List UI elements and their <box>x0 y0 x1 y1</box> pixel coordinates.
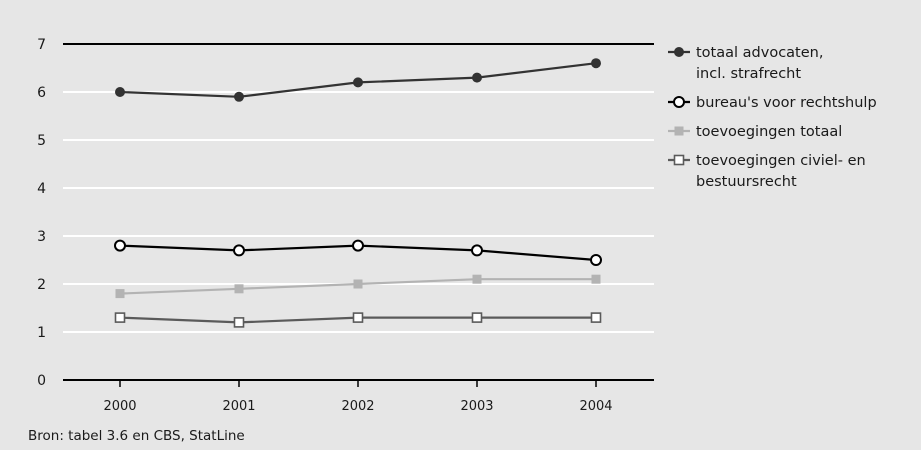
data-point-s1-2002 <box>353 77 363 88</box>
data-point-s3-2000 <box>115 289 125 299</box>
data-point-s4-2001 <box>233 317 245 328</box>
y-tick-label-7: 7 <box>37 37 46 53</box>
data-point-s4-2004 <box>590 312 602 323</box>
y-tick-label-1: 1 <box>37 325 46 341</box>
data-point-s1-2004 <box>591 58 601 69</box>
legend-label-1-line-2: incl. strafrecht <box>696 66 801 82</box>
legend-marker-4 <box>673 154 685 166</box>
x-tick-label-2003: 2003 <box>460 399 493 414</box>
source-note: Bron: tabel 3.6 en CBS, StatLine <box>28 428 245 444</box>
grid-lines <box>63 91 654 333</box>
x-tick-label-2001: 2001 <box>222 399 255 414</box>
y-tick-label-4: 4 <box>37 181 46 197</box>
data-point-s3-2004 <box>591 274 601 284</box>
legend-marker-3 <box>674 126 684 136</box>
axes: 0 1 2 3 4 5 6 7 2000 2001 2002 2003 2004 <box>37 37 654 414</box>
x-tick-label-2004: 2004 <box>579 399 612 414</box>
y-tick-label-6: 6 <box>37 85 46 101</box>
legend-marker-2 <box>673 96 685 108</box>
data-point-s3-2002 <box>353 279 363 289</box>
data-point-s2-2003 <box>471 244 483 257</box>
legend-label-1-line-1: totaal advocaten, <box>696 45 823 61</box>
data-point-s2-2004 <box>590 254 602 266</box>
data-point-s3-2003 <box>472 274 482 284</box>
data-point-s1-2001 <box>234 91 244 102</box>
legend-label-4-line-1: toevoegingen civiel- en <box>696 153 866 169</box>
x-tick-label-2002: 2002 <box>341 399 374 414</box>
y-tick-label-0: 0 <box>37 373 46 389</box>
legend-label-3-line-1: toevoegingen totaal <box>696 124 842 140</box>
data-point-s4-2002 <box>352 312 364 323</box>
legend-label-4-line-2: bestuursrecht <box>696 174 797 190</box>
y-tick-label-5: 5 <box>37 133 46 149</box>
data-point-s2-2000 <box>114 239 126 252</box>
data-point-s2-2002 <box>352 239 364 252</box>
legend: totaal advocaten, incl. strafrecht bureau'… <box>668 45 877 190</box>
legend-marker-1 <box>674 47 684 57</box>
x-tick-label-2000: 2000 <box>103 399 136 414</box>
data-point-s1-2003 <box>472 72 482 83</box>
legend-label-2-line-1: bureau's voor rechtshulp <box>696 95 877 111</box>
data-point-s1-2000 <box>115 87 125 97</box>
y-tick-label-3: 3 <box>37 229 46 245</box>
data-point-s3-2001 <box>234 284 244 294</box>
series-lines <box>114 58 602 328</box>
data-point-s4-2000 <box>114 312 126 323</box>
data-point-s4-2003 <box>471 312 483 323</box>
y-tick-label-2: 2 <box>37 277 46 293</box>
data-point-s2-2001 <box>233 244 245 257</box>
